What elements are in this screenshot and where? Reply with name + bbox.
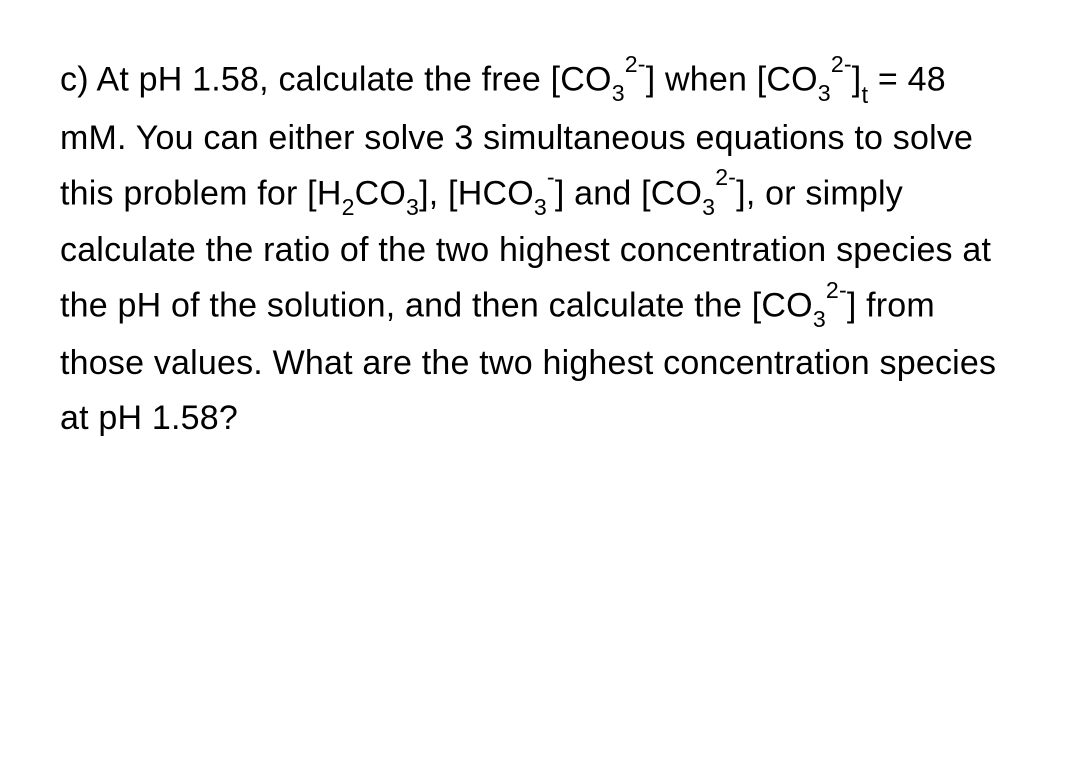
superscript-2minus: 2- bbox=[826, 277, 847, 303]
superscript-minus: - bbox=[547, 164, 555, 190]
text: [CO bbox=[757, 60, 818, 98]
text: At pH 1.58, calculate the free [CO bbox=[97, 60, 612, 98]
paragraph: c) At pH 1.58, calculate the free [CO32-… bbox=[60, 52, 1016, 446]
text: values. What are the two highest concent… bbox=[154, 344, 880, 382]
text: ] and [CO bbox=[555, 174, 702, 212]
text: ], or simply bbox=[736, 174, 903, 212]
subscript-3: 3 bbox=[406, 194, 419, 220]
text: ] bbox=[852, 60, 862, 98]
text: ], [HCO bbox=[419, 174, 534, 212]
part-label: c) bbox=[60, 60, 97, 98]
subscript-3: 3 bbox=[612, 80, 625, 106]
text: CO bbox=[355, 174, 406, 212]
superscript-2minus: 2- bbox=[831, 51, 852, 77]
subscript-3: 3 bbox=[702, 194, 715, 220]
subscript-3: 3 bbox=[813, 306, 826, 332]
problem-text: c) At pH 1.58, calculate the free [CO32-… bbox=[0, 0, 1080, 498]
text: [H bbox=[307, 174, 341, 212]
text: calculate the ratio of the two highest bbox=[60, 231, 620, 269]
text: ] when bbox=[646, 60, 757, 98]
subscript-2: 2 bbox=[342, 194, 355, 220]
text: and then calculate the [CO bbox=[405, 287, 813, 325]
subscript-3: 3 bbox=[534, 194, 547, 220]
subscript-3: 3 bbox=[818, 80, 831, 106]
superscript-2minus: 2- bbox=[715, 164, 736, 190]
superscript-2minus: 2- bbox=[625, 51, 646, 77]
subscript-t: t bbox=[861, 82, 868, 109]
